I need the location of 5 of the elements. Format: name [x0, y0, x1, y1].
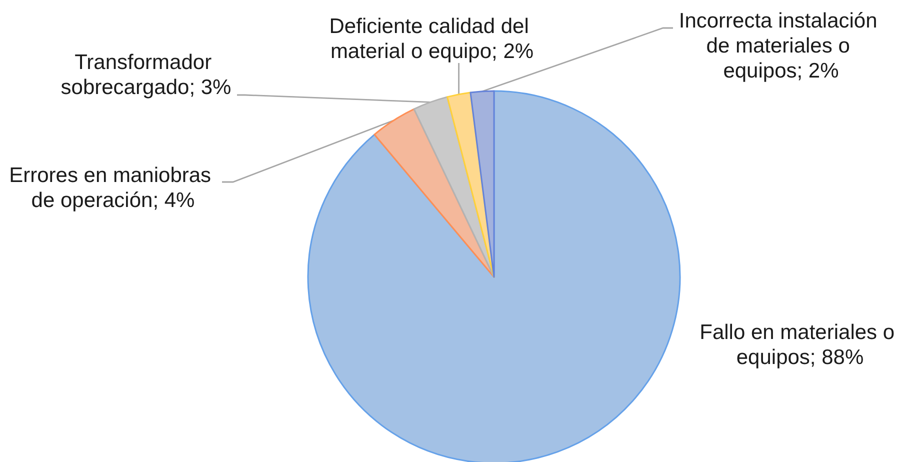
slice-label: Incorrecta instalación de materiales o equipos; 2%: [678, 10, 884, 82]
slice-label: Fallo en materiales o equipos; 88%: [700, 321, 900, 369]
slice-label: Errores en maniobras de operación; 4%: [9, 164, 217, 212]
slice-label: Deficiente calidad del material o equipo; 2%: [329, 15, 535, 63]
slice-label: Transformador sobrecargado; 3%: [60, 51, 232, 99]
